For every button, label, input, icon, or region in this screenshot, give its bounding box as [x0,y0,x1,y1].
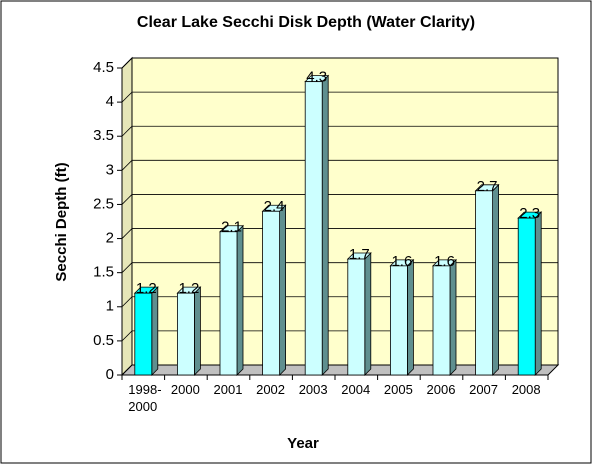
x-tick-label: 2003 [298,382,328,397]
x-tick-label: 2001 [213,382,243,397]
y-tick-label: 3 [106,161,114,178]
y-tick-label: 2.5 [93,195,114,212]
data-label: 2.1 [221,219,242,236]
bar [517,217,536,376]
y-tick-label: 4.5 [93,59,114,76]
x-tick-label: 2007 [469,382,499,397]
x-tick-label: 2005 [383,382,413,397]
bar-side [406,258,414,376]
data-label: 4.3 [306,69,327,86]
data-label: 1.6 [391,253,412,270]
bar [389,265,408,376]
grid-line [121,125,133,137]
grid-line [121,296,133,308]
bar [475,190,494,376]
grid-line [121,57,133,69]
bar [262,210,281,376]
data-label: 1.6 [434,253,455,270]
x-tick-label: 2000 [170,382,200,397]
y-tick-label: 1.5 [93,264,114,281]
x-tick-label: 2002 [256,382,286,397]
data-label: 1.2 [136,280,157,297]
data-label: 2.3 [519,205,540,222]
data-label: 2.7 [477,178,498,195]
bar-side [193,286,201,376]
x-axis-title: Year [287,435,319,452]
chart-title: Clear Lake Secchi Disk Depth (Water Clar… [137,14,475,31]
y-axis-title: Secchi Depth (ft) [53,162,70,281]
grid-line [121,228,133,239]
grid-line [121,364,133,376]
data-label: 2.4 [264,198,285,215]
bar-side [321,74,329,376]
grid-line [121,160,133,171]
x-tick-label: 2006 [426,382,456,397]
grid-line [121,194,133,205]
y-tick-label: 3.5 [93,127,114,144]
grid-line [121,330,133,342]
bar-side [279,204,287,376]
bar-side [236,224,244,376]
y-tick-label: 0.5 [93,332,114,349]
bar-side [151,286,159,376]
bar-side [364,252,372,376]
bar [219,231,238,376]
data-label: 1.7 [349,246,370,263]
y-tick-label: 1 [106,298,114,315]
bar-side [492,183,500,376]
x-tick-label: 1998-2000 [128,382,162,414]
data-label: 1.2 [178,280,199,297]
bar [134,292,153,376]
bar [432,265,451,376]
bar [304,81,323,376]
bar [176,292,195,376]
y-tick-label: 0 [106,366,114,383]
bar-side [449,258,457,376]
bar [347,258,366,376]
y-tick-label: 2 [106,230,114,247]
x-tick-label: 2008 [511,382,541,397]
grid-line [121,262,133,273]
bar-side [534,211,542,376]
side-wall [121,56,133,377]
grid-line [121,91,133,103]
y-tick-label: 4 [106,93,114,110]
x-tick-label: 2004 [341,382,371,397]
